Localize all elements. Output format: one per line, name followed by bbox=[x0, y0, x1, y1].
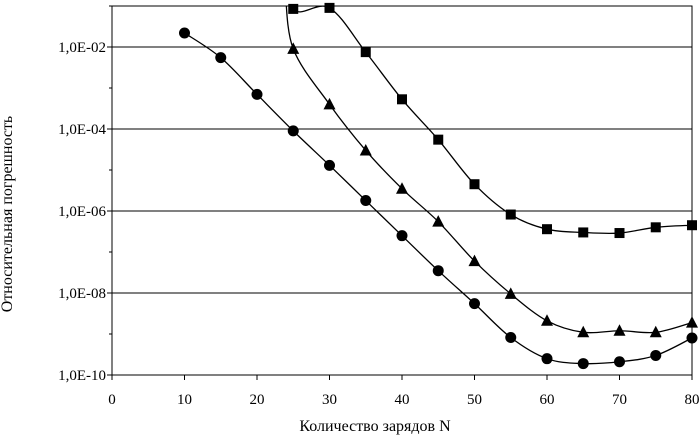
x-tick-label: 30 bbox=[322, 392, 337, 408]
x-tick-label: 40 bbox=[395, 392, 410, 408]
data-point-circle bbox=[469, 298, 480, 310]
data-point-triangle bbox=[468, 254, 481, 267]
x-axis-title: Количество зарядов N bbox=[299, 418, 451, 435]
data-point-square bbox=[324, 2, 335, 13]
series-circle bbox=[179, 27, 698, 370]
x-tick-label: 80 bbox=[685, 392, 700, 408]
data-point-square bbox=[505, 209, 516, 220]
data-point-square bbox=[578, 227, 589, 238]
tick-labels: 1,0E-10 1,0E-08 1,0E-06 1,0E-04 1,0E-02 0 10 20… bbox=[58, 40, 699, 408]
data-point-triangle bbox=[432, 215, 445, 227]
data-point-square bbox=[397, 94, 407, 105]
data-point-square bbox=[650, 222, 661, 233]
series bbox=[179, 2, 698, 370]
series-line bbox=[291, 6, 692, 235]
data-point-circle bbox=[614, 356, 625, 368]
data-point-circle bbox=[360, 195, 372, 207]
data-point-square bbox=[360, 47, 371, 58]
y-tick-label: 1,0E-06 bbox=[58, 204, 106, 220]
series-square bbox=[288, 2, 697, 239]
y-tick-label: 1,0E-02 bbox=[58, 40, 106, 56]
x-tick-label: 10 bbox=[177, 392, 192, 408]
data-point-triangle bbox=[504, 287, 517, 299]
series-line bbox=[285, 6, 692, 334]
data-point-triangle bbox=[577, 325, 590, 338]
axes bbox=[107, 5, 693, 380]
x-tick-label: 0 bbox=[108, 392, 116, 408]
data-point-square bbox=[433, 134, 444, 145]
data-point-triangle bbox=[359, 143, 372, 156]
x-tick-label: 50 bbox=[467, 392, 482, 408]
y-tick-label: 1,0E-10 bbox=[58, 368, 106, 384]
data-point-triangle bbox=[396, 182, 408, 194]
data-point-circle bbox=[215, 52, 227, 64]
data-point-triangle bbox=[287, 42, 300, 54]
data-point-circle bbox=[324, 159, 335, 171]
series-line bbox=[184, 32, 692, 365]
data-point-square bbox=[687, 220, 697, 231]
y-tick-label: 1,0E-04 bbox=[58, 122, 106, 138]
data-point-circle bbox=[287, 125, 299, 137]
data-point-triangle bbox=[323, 97, 336, 110]
data-point-circle bbox=[505, 332, 517, 344]
y-tick-label: 1,0E-08 bbox=[58, 286, 106, 302]
data-point-square bbox=[288, 3, 299, 14]
data-point-circle bbox=[251, 88, 263, 100]
x-tick-label: 20 bbox=[250, 392, 265, 408]
data-point-circle bbox=[686, 332, 698, 344]
data-point-square bbox=[469, 179, 480, 190]
data-point-circle bbox=[577, 358, 589, 370]
data-point-square bbox=[614, 228, 625, 239]
data-point-circle bbox=[432, 265, 444, 277]
data-point-circle bbox=[396, 230, 408, 242]
data-point-circle bbox=[541, 353, 553, 365]
series-triangle bbox=[285, 6, 698, 338]
data-point-circle bbox=[179, 27, 190, 39]
data-point-triangle bbox=[613, 324, 626, 336]
x-tick-label: 60 bbox=[540, 392, 555, 408]
y-axis-title: Относительная погрешность bbox=[0, 116, 16, 312]
data-point-circle bbox=[650, 349, 662, 361]
x-tick-label: 70 bbox=[612, 392, 627, 408]
data-point-square bbox=[542, 224, 552, 235]
data-point-triangle bbox=[649, 325, 662, 338]
gridlines bbox=[112, 46, 692, 376]
data-point-triangle bbox=[541, 314, 553, 326]
data-point-triangle bbox=[686, 316, 698, 328]
